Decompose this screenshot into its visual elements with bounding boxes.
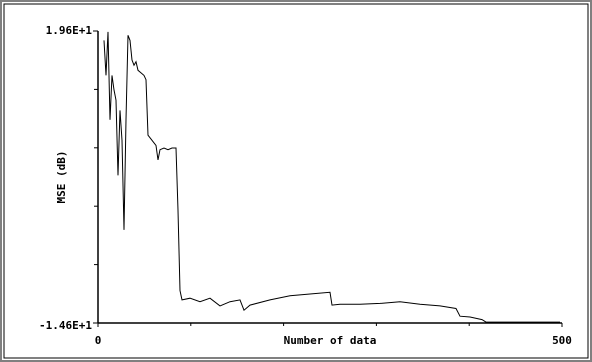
x-tick-label: 500 bbox=[552, 334, 572, 347]
x-tick-label: 0 bbox=[95, 334, 102, 347]
x-axis-label: Number of data bbox=[284, 334, 377, 347]
data-line bbox=[103, 31, 560, 323]
y-axis-label: MSE (dB) bbox=[55, 151, 68, 204]
window-inner-frame bbox=[3, 3, 589, 359]
y-tick-label: -1.46E+1 bbox=[39, 319, 92, 332]
y-tick-label: 1.96E+1 bbox=[46, 24, 93, 37]
